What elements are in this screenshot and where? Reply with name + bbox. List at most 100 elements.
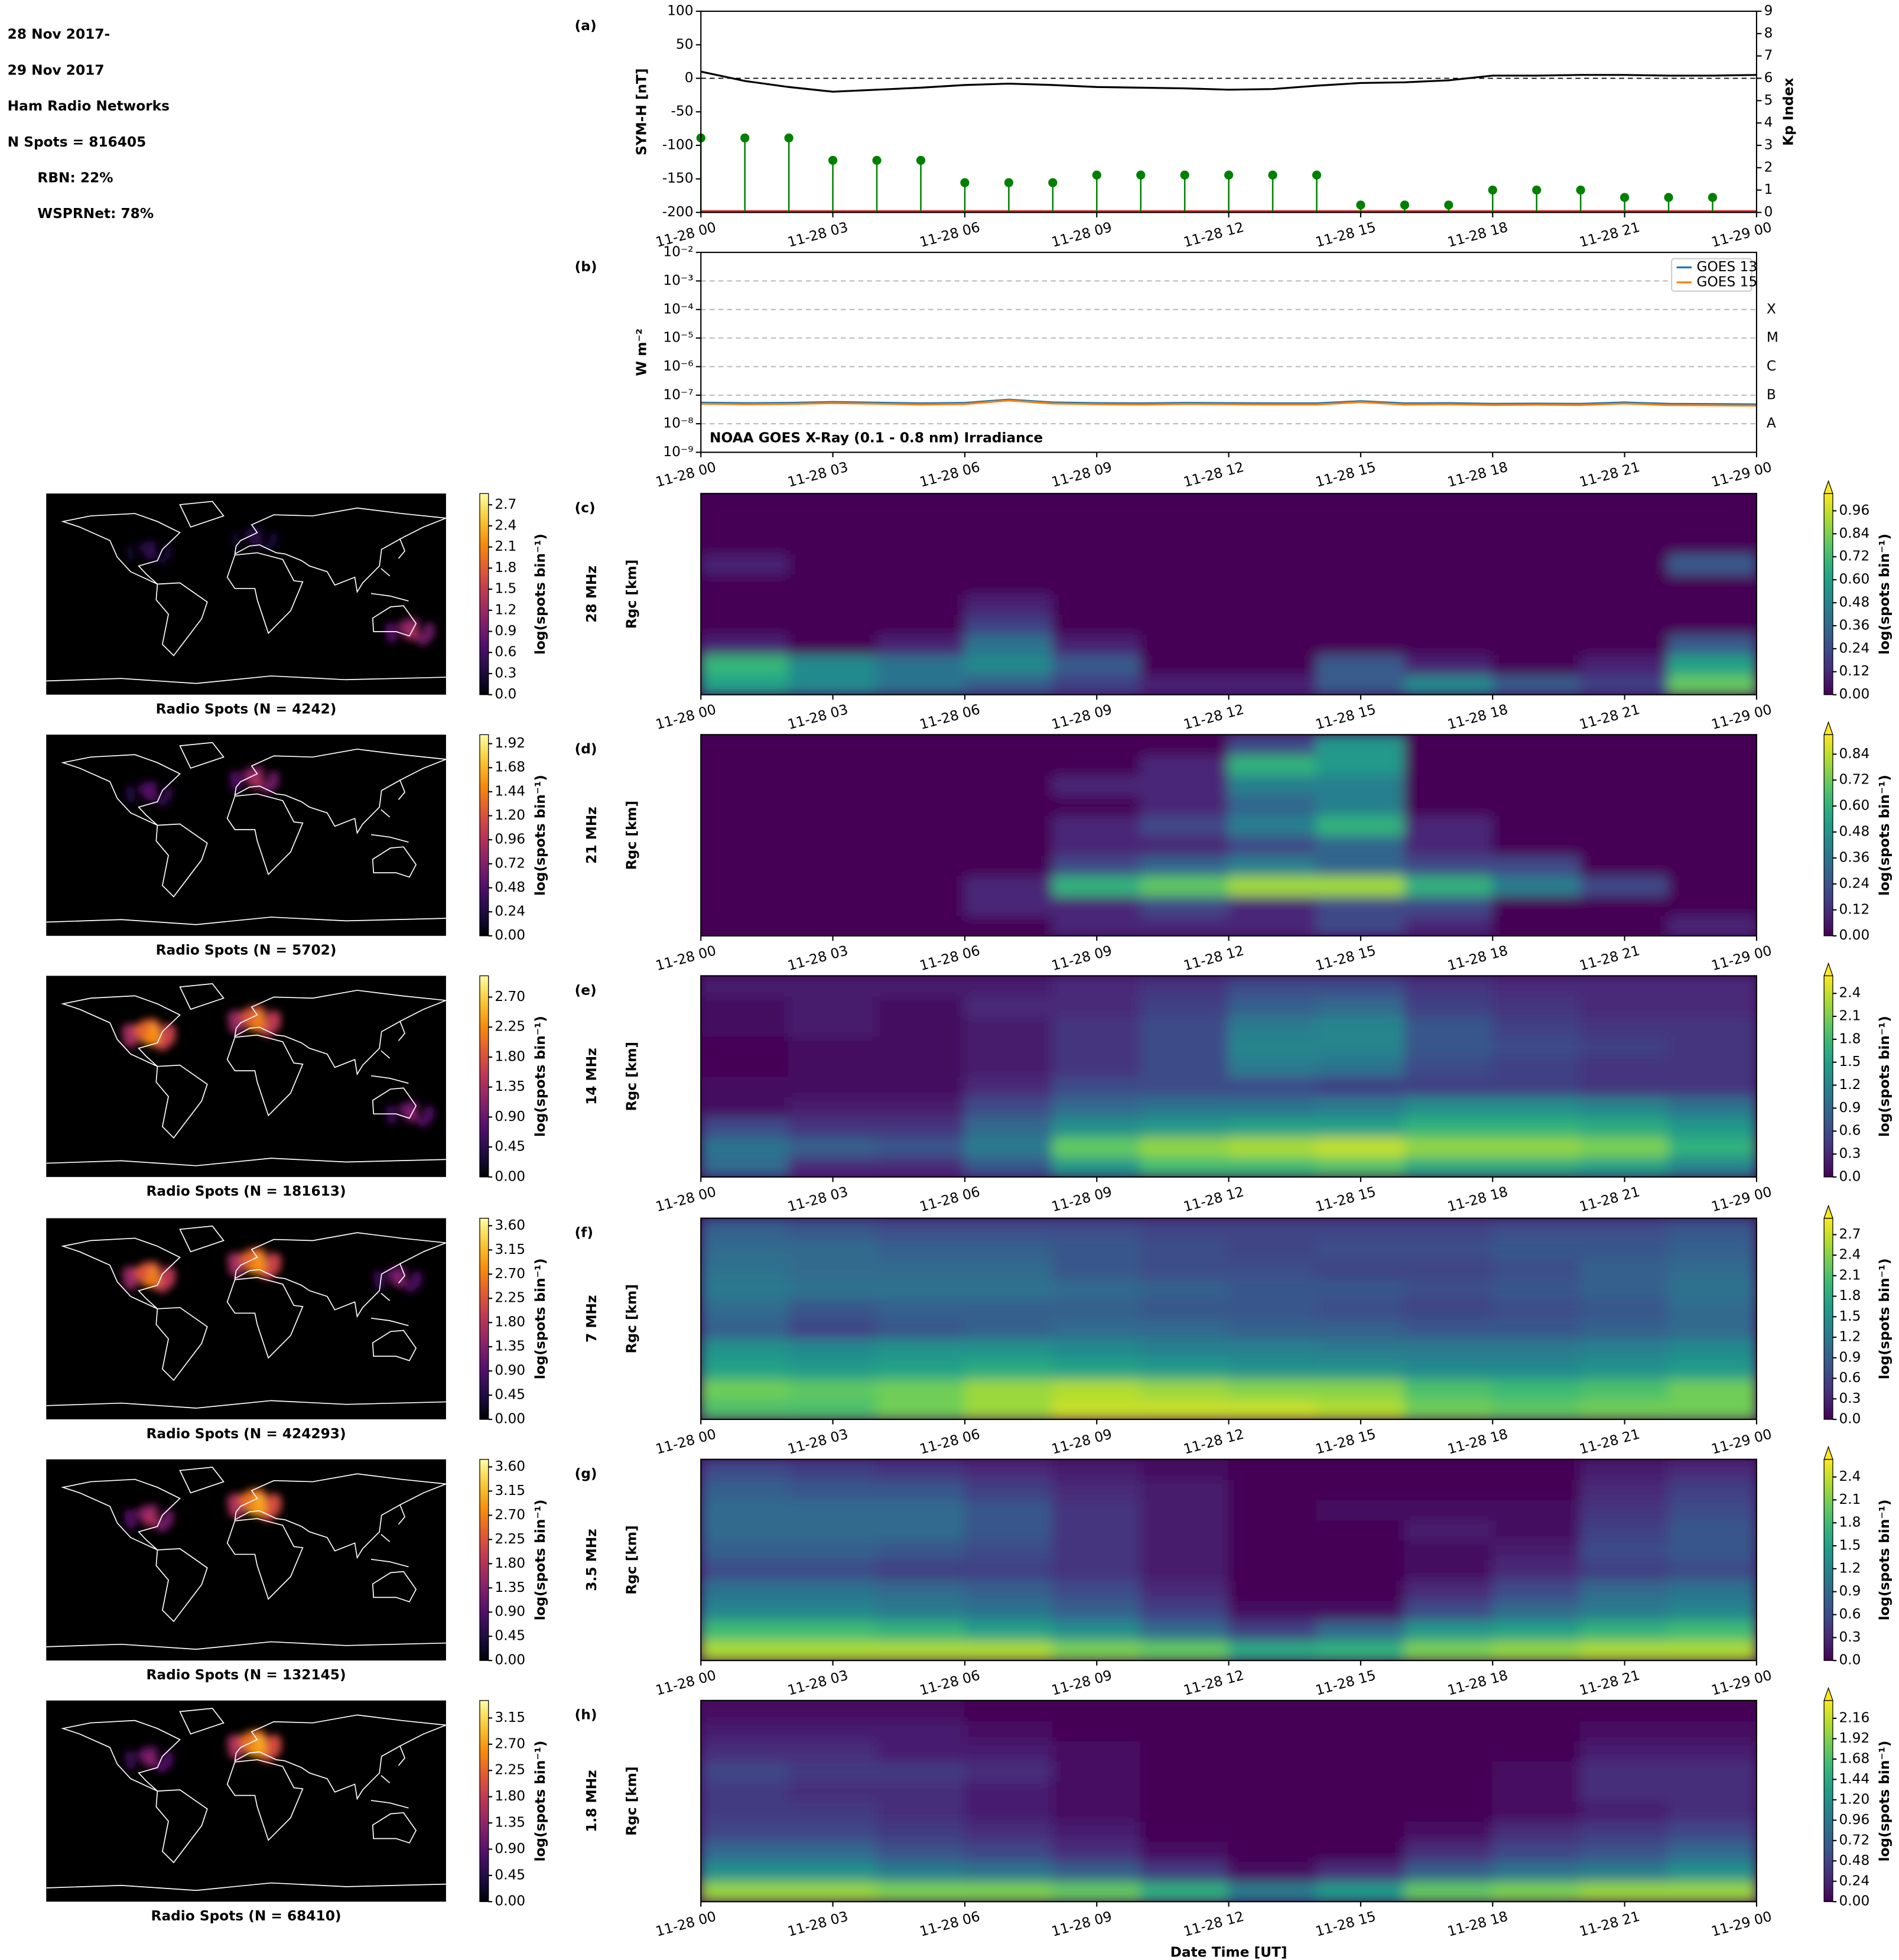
colorbar [1823,1700,1833,1902]
heatmap-cell [1316,734,1406,756]
heatmap-cell [1228,1318,1318,1340]
heatmap-cell [701,493,790,515]
colorbar [1823,1459,1833,1661]
heatmap-cell [1140,1780,1230,1802]
y2-tick-label: 2 [1764,159,1773,175]
heatmap-cell [1052,1055,1142,1077]
map-spot [148,1515,160,1527]
heatmap-cell [964,1478,1053,1500]
heatmap-cell [1492,734,1582,756]
map-spot [253,777,265,789]
heatmap-cell [1667,1278,1757,1299]
heatmap-cell [1404,1015,1494,1037]
heatmap-cell [1580,1760,1670,1782]
heatmap-cell [1052,654,1142,675]
colorbar-tick-label: 2.1 [1839,1491,1861,1507]
heatmap-cell [788,573,878,595]
panel-label: (b) [575,259,597,275]
heatmap-cell [1667,895,1757,916]
heatmap-cell [964,854,1053,876]
heatmap-cell [1492,493,1582,515]
heatmap-cell [1316,754,1406,776]
panel-label: (c) [575,500,596,516]
heatmap-cell [1140,915,1230,936]
heatmap-cell [1316,915,1406,936]
heatmap-cell [701,1378,790,1400]
heatmap-cell [1052,854,1142,876]
heatmap-cell [1492,754,1582,776]
heatmap-cell [876,1398,965,1420]
colorbar-extend [1823,480,1833,494]
heatmap-cell [1228,1579,1318,1601]
colorbar-label: log(spots bin⁻¹) [1877,534,1893,655]
x-tick-label: 11-28 06 [918,1426,982,1457]
colorbar-tick-label: 0.12 [1839,663,1870,679]
heatmap-cell [1580,875,1670,896]
heatmap-cell [964,1318,1053,1340]
heatmap-cell [1492,895,1582,916]
heatmap-cell [1228,573,1318,595]
colorbar-tick-label: 1.44 [1839,1771,1870,1787]
heatmap-cell [1404,1338,1494,1360]
heatmap-cell [1228,1035,1318,1057]
colorbar-tick-label: 1.20 [495,807,525,823]
heatmap-cell [788,1136,878,1158]
heatmap-cell [1667,854,1757,876]
heatmap-cell [1580,1035,1670,1057]
heatmap-cell [1052,1156,1142,1177]
heatmap-cell [701,1298,790,1319]
colorbar-tick-label: 2.4 [1839,1468,1861,1484]
x-tick-label: 11-28 06 [918,1668,982,1699]
heatmap-cell [1316,533,1406,555]
heatmap-cell [701,875,790,896]
colorbar-tick-label: 0.90 [495,1363,525,1379]
colorbar-tick-label: 0.96 [1839,502,1870,518]
heatmap-cell [1140,1519,1230,1540]
heatmap-cell [1492,1257,1582,1279]
colorbar [1823,1217,1833,1420]
heatmap-cell [701,1358,790,1380]
series-line [701,399,1757,407]
map-caption: Radio Spots (N = 132145) [146,1667,346,1683]
heatmap-cell [1492,1398,1582,1420]
y-axis-label: Rgc [km] [623,1766,639,1835]
heatmap-cell [1228,1700,1318,1721]
heatmap-cell [788,1278,878,1299]
heatmap-cell [1140,774,1230,796]
colorbar-tick-label: 1.8 [1839,1288,1861,1304]
colorbar-label: log(spots bin⁻¹) [532,1016,548,1137]
heatmap-cell [1667,794,1757,816]
x-tick-label: 11-28 06 [918,1909,982,1940]
heatmap-cell [1052,1740,1142,1762]
heatmap-cell [788,1298,878,1319]
panel-label: (a) [575,18,597,34]
colorbar-tick-label: 0.00 [1839,1893,1870,1909]
heatmap-cell [1228,734,1318,756]
x-tick-label: 11-28 18 [1446,1668,1510,1699]
heatmap-cell [701,533,790,555]
heatmap-cell [701,1539,790,1561]
heatmap-cell [1052,976,1142,997]
heatmap-cell [1316,674,1406,695]
heatmap-cell [1316,1559,1406,1581]
map-spot [239,1251,256,1267]
map-spot [386,631,398,643]
heatmap-cell [1404,1780,1494,1802]
heatmap-cell [1667,1055,1757,1077]
heatmap-cell [1492,1156,1582,1177]
heatmap-cell [1580,1800,1670,1822]
colorbar-tick-label: 0.24 [1839,875,1870,891]
heatmap-cell [1316,1298,1406,1319]
heatmap-cell [1228,1459,1318,1480]
map-spot [157,797,167,807]
heatmap-cell [1667,1700,1757,1721]
heatmap-cell [1667,1740,1757,1762]
heatmap-cell [876,976,965,997]
map-spot [160,1266,176,1282]
heatmap-cell [1404,654,1494,675]
heatmap-cell [876,1096,965,1117]
heatmap-cell [1052,1700,1142,1721]
heatmap-cell [1316,1459,1406,1480]
heatmap-cell [876,1640,965,1661]
